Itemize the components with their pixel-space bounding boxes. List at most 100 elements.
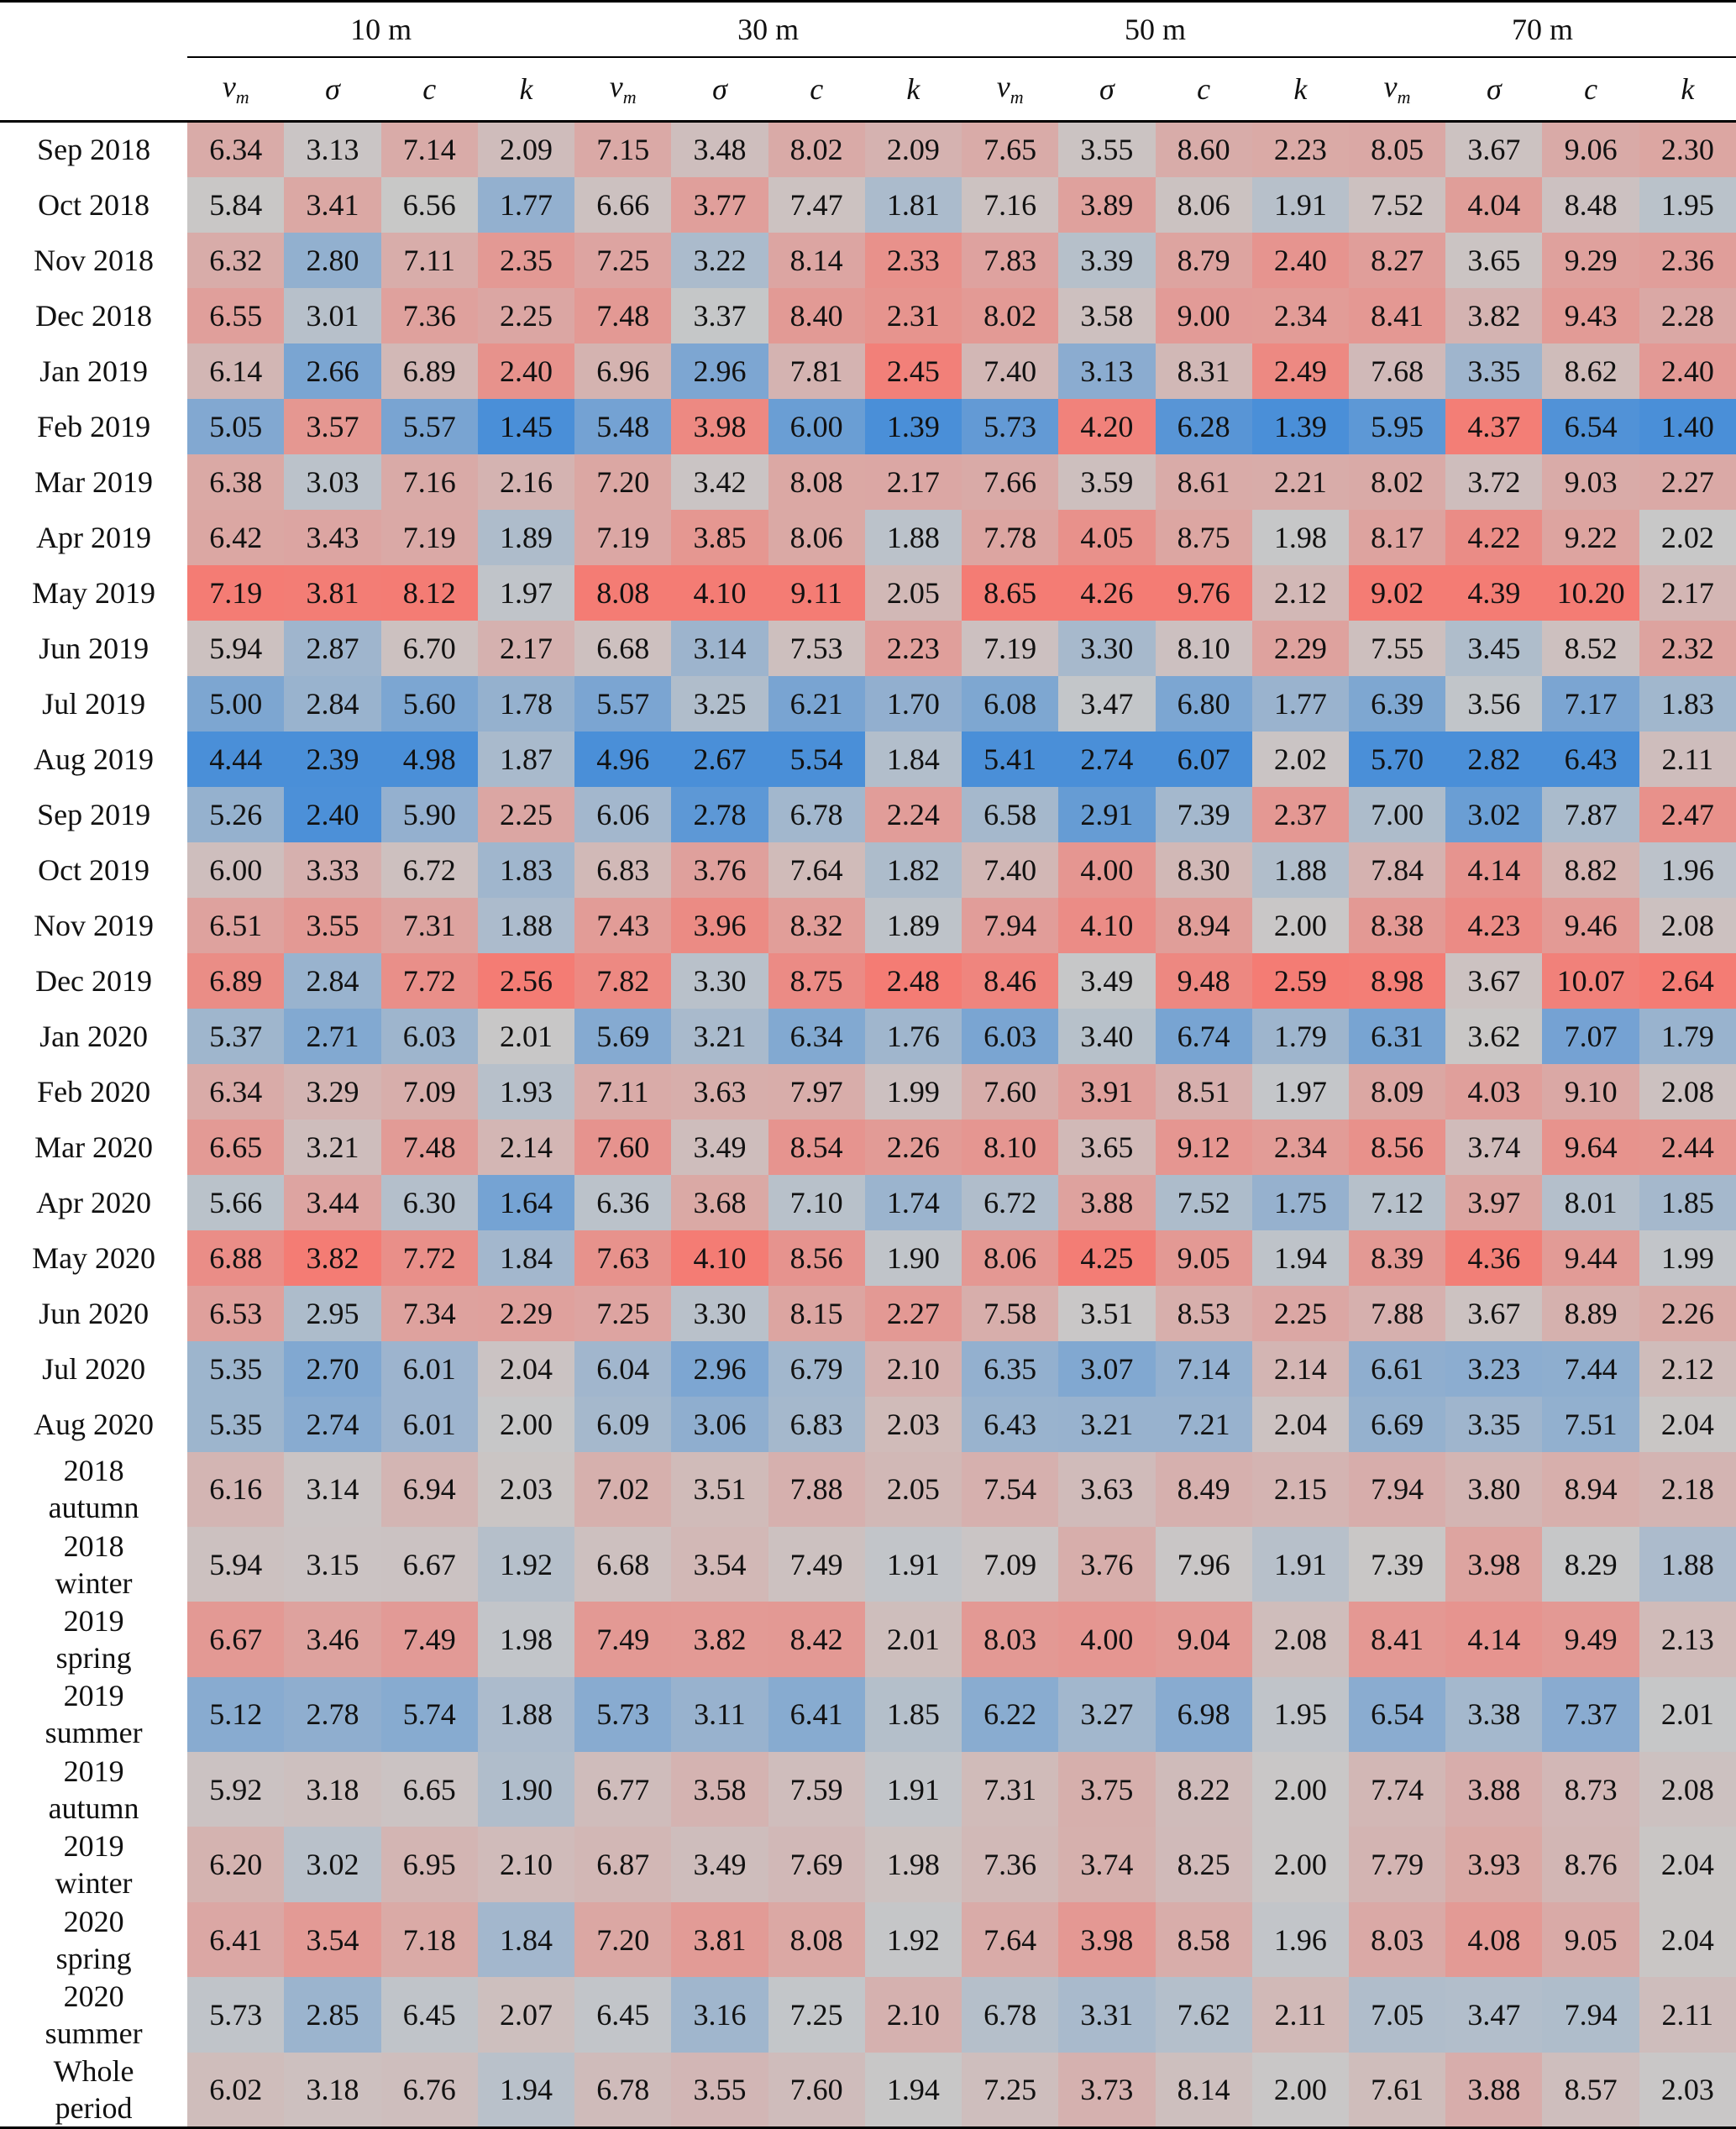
value-cell: 2.17 xyxy=(864,454,962,510)
value-cell: 3.49 xyxy=(671,1827,768,1902)
value-cell: 3.73 xyxy=(1058,2052,1156,2128)
value-cell: 2.34 xyxy=(1251,1119,1349,1175)
value-cell: 9.06 xyxy=(1542,121,1639,177)
value-cell: 8.32 xyxy=(768,897,865,953)
value-cell: 2.04 xyxy=(1639,1396,1736,1452)
value-cell: 7.49 xyxy=(380,1602,478,1677)
value-cell: 7.16 xyxy=(380,454,478,510)
value-cell: 7.87 xyxy=(1542,786,1639,842)
group-header-50m: 50 m xyxy=(962,1,1349,58)
value-cell: 2.40 xyxy=(477,343,575,399)
value-cell: 7.10 xyxy=(768,1174,865,1230)
value-cell: 9.03 xyxy=(1542,454,1639,510)
value-cell: 3.82 xyxy=(284,1230,381,1286)
table-row: 2018 winter 5.94 3.15 6.67 1.92 6.68 3.54 7.49 1.… xyxy=(0,1526,1736,1602)
value-cell: 7.51 xyxy=(1542,1396,1639,1452)
value-cell: 9.05 xyxy=(1542,1901,1639,1978)
row-label: Apr 2019 xyxy=(0,509,188,565)
value-cell: 7.72 xyxy=(380,952,478,1009)
value-cell: 7.94 xyxy=(1349,1451,1446,1527)
value-cell: 3.59 xyxy=(1058,454,1156,510)
value-cell: 8.75 xyxy=(1155,509,1252,565)
value-cell: 3.82 xyxy=(671,1602,768,1677)
table-row: Oct 2018 5.84 3.41 6.56 1.77 6.66 3.77 7.47 1.81… xyxy=(0,176,1736,233)
value-cell: 2.29 xyxy=(477,1285,575,1341)
value-cell: 5.95 xyxy=(1349,398,1446,454)
value-cell: 2.04 xyxy=(1639,1901,1736,1978)
value-cell: 3.96 xyxy=(671,897,768,953)
value-cell: 7.72 xyxy=(380,1230,478,1286)
value-cell: 8.03 xyxy=(1349,1901,1446,1978)
value-cell: 4.05 xyxy=(1058,509,1156,565)
value-cell: 1.85 xyxy=(1639,1174,1736,1230)
value-cell: 6.36 xyxy=(574,1174,672,1230)
value-cell: 5.41 xyxy=(962,731,1059,787)
value-cell: 8.15 xyxy=(768,1285,865,1341)
value-cell: 6.38 xyxy=(187,454,285,510)
value-cell: 3.35 xyxy=(1445,343,1543,399)
value-cell: 3.25 xyxy=(671,675,768,732)
value-cell: 1.91 xyxy=(1251,176,1349,233)
value-cell: 7.14 xyxy=(1155,1340,1252,1397)
value-cell: 7.31 xyxy=(380,897,478,953)
value-cell: 8.08 xyxy=(768,1901,865,1978)
row-label: Jul 2020 xyxy=(0,1340,188,1397)
value-cell: 3.93 xyxy=(1445,1827,1543,1902)
value-cell: 7.19 xyxy=(380,509,478,565)
table-row: Aug 2020 5.35 2.74 6.01 2.00 6.09 3.06 6.83 2.03… xyxy=(0,1396,1736,1452)
value-cell: 6.67 xyxy=(187,1602,285,1677)
value-cell: 8.10 xyxy=(1155,620,1252,676)
param-header: k xyxy=(864,57,962,123)
param-symbol: σ xyxy=(1099,72,1115,106)
value-cell: 2.95 xyxy=(284,1285,381,1341)
value-cell: 6.30 xyxy=(380,1174,478,1230)
value-cell: 6.34 xyxy=(187,1063,285,1120)
value-cell: 4.03 xyxy=(1445,1063,1543,1120)
value-cell: 6.80 xyxy=(1155,675,1252,732)
row-label: Nov 2018 xyxy=(0,232,188,288)
value-cell: 5.73 xyxy=(962,398,1059,454)
value-cell: 9.76 xyxy=(1155,564,1252,621)
value-cell: 7.54 xyxy=(962,1451,1059,1527)
value-cell: 1.77 xyxy=(477,176,575,233)
value-cell: 6.51 xyxy=(187,897,285,953)
value-cell: 7.47 xyxy=(768,176,865,233)
row-label: May 2019 xyxy=(0,564,188,621)
value-cell: 2.66 xyxy=(284,343,381,399)
value-cell: 1.90 xyxy=(864,1230,962,1286)
value-cell: 3.48 xyxy=(671,121,768,177)
row-label-line: spring xyxy=(55,1941,132,1975)
value-cell: 2.24 xyxy=(864,786,962,842)
value-cell: 8.06 xyxy=(768,509,865,565)
value-cell: 1.82 xyxy=(864,842,962,898)
value-cell: 6.58 xyxy=(962,786,1059,842)
value-cell: 3.02 xyxy=(1445,786,1543,842)
value-cell: 7.48 xyxy=(574,287,672,343)
table-row: Jul 2020 5.35 2.70 6.01 2.04 6.04 2.96 6.79 2.10… xyxy=(0,1340,1736,1397)
value-cell: 7.25 xyxy=(768,1977,865,2053)
value-cell: 5.94 xyxy=(187,620,285,676)
value-cell: 1.88 xyxy=(1639,1526,1736,1602)
value-cell: 9.11 xyxy=(768,564,865,621)
value-cell: 3.13 xyxy=(284,121,381,177)
value-cell: 3.47 xyxy=(1445,1977,1543,2053)
value-cell: 8.54 xyxy=(768,1119,865,1175)
table-row: Aug 2019 4.44 2.39 4.98 1.87 4.96 2.67 5.54 1.84… xyxy=(0,731,1736,787)
value-cell: 8.02 xyxy=(1349,454,1446,510)
value-cell: 1.85 xyxy=(864,1676,962,1753)
value-cell: 7.82 xyxy=(574,952,672,1009)
value-cell: 1.92 xyxy=(864,1901,962,1978)
value-cell: 9.29 xyxy=(1542,232,1639,288)
value-cell: 5.90 xyxy=(380,786,478,842)
table-row: Feb 2019 5.05 3.57 5.57 1.45 5.48 3.98 6.00 1.39… xyxy=(0,398,1736,454)
value-cell: 2.48 xyxy=(864,952,962,1009)
value-cell: 3.33 xyxy=(284,842,381,898)
table-body: Sep 2018 6.34 3.13 7.14 2.09 7.15 3.48 8.02 2.09… xyxy=(0,121,1736,2128)
value-cell: 3.98 xyxy=(1058,1901,1156,1978)
value-cell: 7.60 xyxy=(962,1063,1059,1120)
value-cell: 8.31 xyxy=(1155,343,1252,399)
value-cell: 6.78 xyxy=(574,2052,672,2128)
row-label: 2019 winter xyxy=(0,1827,188,1902)
param-header: k xyxy=(1639,57,1736,123)
table-row: Jul 2019 5.00 2.84 5.60 1.78 5.57 3.25 6.21 1.70… xyxy=(0,675,1736,732)
